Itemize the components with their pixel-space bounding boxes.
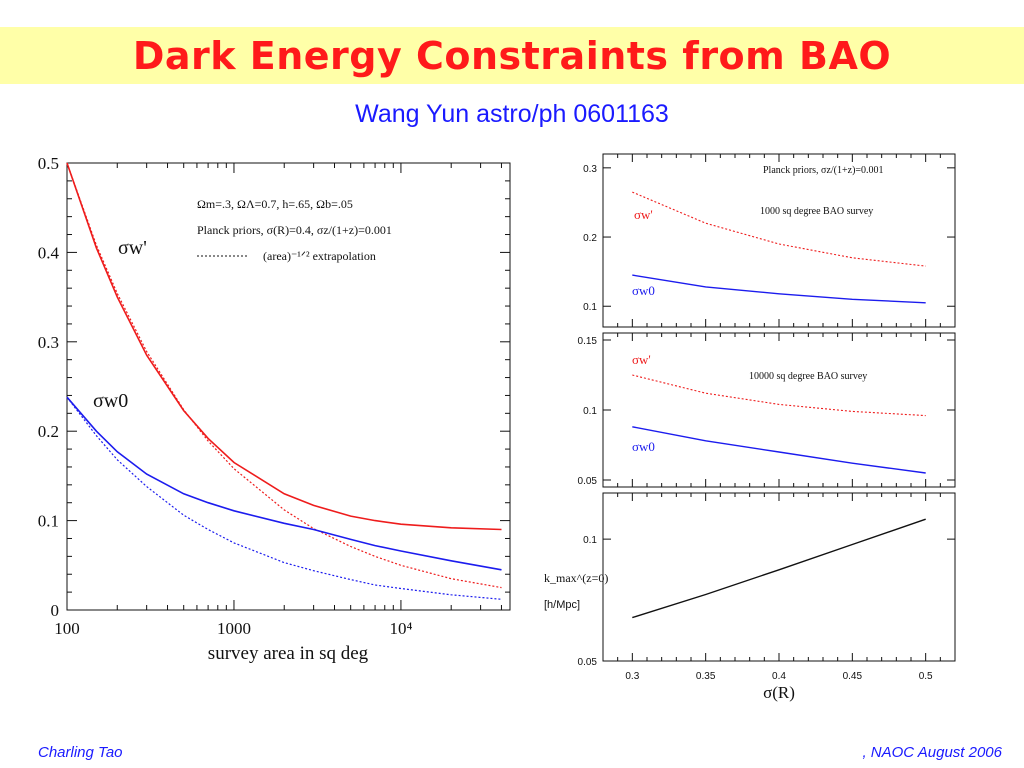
left-ytick-label: 0.4: [38, 243, 60, 262]
panel2-annotation-survey: 10000 sq degree BAO survey: [749, 371, 867, 382]
panel2-series-red: [632, 374, 926, 417]
panel3-ytick-label: 0.1: [583, 535, 597, 546]
slide-title: Dark Energy Constraints from BAO: [132, 33, 892, 78]
label-sigma-w-prime: σw': [118, 237, 147, 259]
left-labels: 0 0.1 0.2 0.3 0.4 0.5 100 1000 10⁴: [38, 154, 413, 638]
panel2-ytick-label: 0.05: [578, 476, 598, 487]
panel3-ylabel-unit: [h/Mpc]: [544, 599, 580, 611]
right-xtick-label: 0.35: [696, 671, 716, 682]
left-annotation-extrapolation: (area)⁻¹ᐟ² extrapolation: [263, 249, 376, 263]
panel1-label-w0: σw0: [632, 283, 655, 298]
right-ticks: [603, 154, 955, 662]
left-series-red-dashed: [66, 162, 502, 589]
right-xlabel: σ(R): [763, 683, 795, 702]
footer-venue: , NAOC August 2006: [862, 744, 1002, 761]
title-bar: Dark Energy Constraints from BAO: [0, 27, 1024, 84]
left-lines: [66, 162, 502, 600]
left-ytick-label: 0.2: [38, 422, 59, 441]
left-ytick-label: 0.3: [38, 333, 59, 352]
panel2-series-blue: [632, 426, 926, 474]
panel1-ytick-label: 0.2: [583, 233, 597, 244]
left-ytick-label: 0.5: [38, 154, 59, 173]
panel3-ytick-label: 0.05: [578, 657, 598, 668]
panel2-frame: [602, 332, 956, 488]
slide-subtitle: Wang Yun astro/ph 0601163: [355, 100, 669, 128]
label-sigma-w0: σw0: [93, 390, 128, 412]
left-plot-frame: [66, 162, 511, 611]
left-series-red-solid: [66, 162, 502, 531]
right-chart: 0.1 0.2 0.3 0.05 0.1 0.15 0.05 0.1 0.3 0.35 0.4 0.4…: [544, 153, 956, 702]
panel1-ytick-label: 0.1: [583, 302, 597, 313]
left-ytick-label: 0.1: [38, 512, 59, 531]
panel2-ytick-label: 0.1: [583, 406, 597, 417]
panel3-frame: [602, 492, 956, 662]
panel2-label-w0: σw0: [632, 439, 655, 454]
left-xlabel: survey area in sq deg: [208, 643, 369, 664]
footer-author: Charling Tao: [38, 744, 123, 761]
left-series-blue-dashed: [66, 396, 502, 600]
right-xtick-label: 0.4: [772, 671, 786, 682]
panel1-label-w-prime: σw': [634, 207, 653, 222]
panel3-series-black: [632, 518, 926, 619]
panel1-annotation-survey: 1000 sq degree BAO survey: [760, 206, 873, 217]
panel1-ytick-label: 0.3: [583, 164, 597, 175]
panel1-annotation-priors: Planck priors, σz/(1+z)=0.001: [763, 165, 884, 176]
right-xtick-label: 0.5: [919, 671, 933, 682]
panel2-ytick-label: 0.15: [578, 336, 598, 347]
right-xtick-label: 0.3: [625, 671, 639, 682]
left-xtick-label: 100: [54, 619, 80, 638]
left-chart: 0 0.1 0.2 0.3 0.4 0.5 100 1000 10⁴ Ωm=.3, ΩΛ=0.7…: [38, 154, 511, 664]
left-annotation-params: Ωm=.3, ΩΛ=0.7, h=.65, Ωb=.05: [197, 197, 353, 211]
panel1-series-blue: [632, 274, 926, 304]
panel2-label-w-prime: σw': [632, 352, 651, 367]
panel3-ylabel: k_max^(z=0): [544, 571, 608, 585]
right-xtick-label: 0.45: [843, 671, 863, 682]
panel1-series-red: [632, 191, 926, 267]
left-xtick-label: 1000: [217, 619, 251, 638]
right-lines: [632, 191, 926, 619]
left-xtick-label: 10⁴: [389, 619, 412, 638]
right-labels: 0.1 0.2 0.3 0.05 0.1 0.15 0.05 0.1 0.3 0.35 0.4 0.4…: [578, 164, 934, 682]
left-annotation-priors: Planck priors, σ(R)=0.4, σz/(1+z)=0.001: [197, 223, 392, 237]
left-series-blue-solid: [66, 396, 502, 571]
left-ticks: [66, 162, 510, 611]
left-ytick-label: 0: [51, 601, 60, 620]
